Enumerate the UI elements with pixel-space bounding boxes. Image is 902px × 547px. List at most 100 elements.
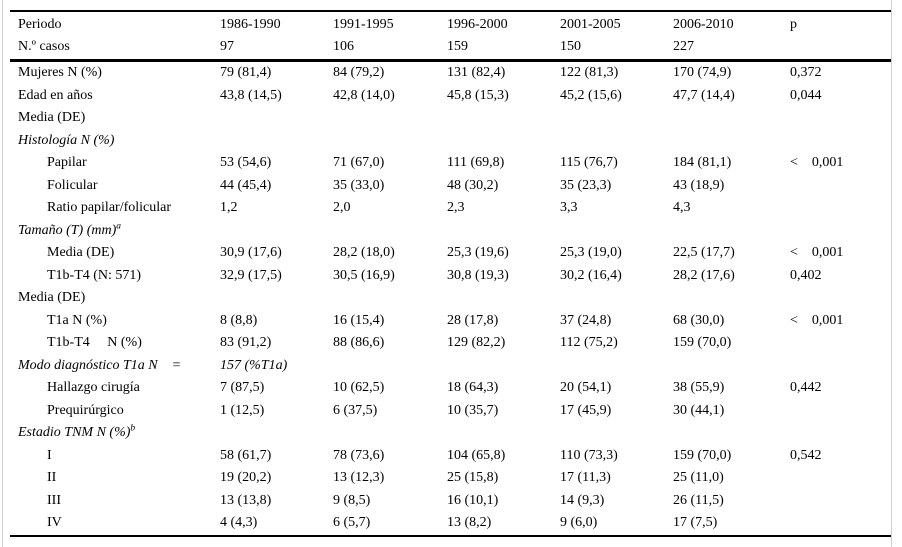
header-p-text: p — [790, 17, 797, 32]
row-value-1996-2000 — [447, 107, 560, 130]
row-label-text: Media (DE) — [18, 110, 86, 125]
row-value-2006-2010: 28,2 (17,6) — [673, 267, 735, 283]
row-value-2006-2010: 159 (70,0) — [673, 447, 732, 463]
table-row: Media (DE) — [10, 287, 891, 310]
row-label: Mujeres N (%) — [10, 62, 220, 85]
row-value-2006-2010: 25 (11,0) — [673, 470, 724, 485]
row-value-1991-1995 — [333, 422, 447, 445]
row-value-1991-1995: 9 (8,5) — [333, 492, 371, 508]
row-value-2001-2005: 37 (24,8) — [560, 312, 612, 328]
row-label-text: Mujeres N (%) — [18, 65, 102, 80]
header-period-value: 1986-1990 — [220, 17, 281, 32]
row-value-1991-1995: 10 (62,5) — [333, 380, 385, 395]
row-value-1991-1995: 84 (79,2) — [333, 65, 385, 80]
row-value-1986-1990: 53 (54,6) — [220, 155, 272, 170]
row-value-1991-1995: 88 (86,6) — [333, 335, 385, 350]
table-top-rule — [10, 10, 891, 12]
header-period-value: 2006-2010 — [673, 17, 734, 32]
row-label-superscript: b — [130, 423, 136, 434]
row-value-1991-1995 — [333, 130, 447, 153]
row-p-value: < 0,001 — [790, 245, 844, 260]
row-value-1986-1990: 32,9 (17,5) — [220, 267, 282, 283]
row-value-2006-2010: 159 (70,0) — [673, 335, 732, 350]
row-value-2006-2010: 43 (18,9) — [673, 177, 725, 193]
row-value-1991-1995: 42,8 (14,0) — [333, 87, 395, 103]
table-row: T1b-T4 (N: 571) 32,9 (17,5) 30,5 (16,9) … — [10, 265, 891, 288]
row-value-1991-1995: 16 (15,4) — [333, 312, 385, 328]
row-p-value: 0,542 — [790, 447, 822, 463]
header-period-cell: 1991-1995 106 — [333, 14, 447, 58]
row-label: II — [10, 467, 220, 490]
row-p-value — [790, 287, 891, 310]
table-row: Edad en años 43,8 (14,5) 42,8 (14,0) 45,… — [10, 85, 891, 108]
table-header-rule — [10, 59, 891, 62]
row-p-value — [790, 512, 891, 535]
table-row: III 13 (13,8) 9 (8,5) 16 (10,1) 14 (9,3)… — [10, 490, 891, 513]
row-value-2006-2010: 4,3 — [673, 200, 691, 215]
header-cases-value: 106 — [333, 39, 354, 54]
row-value-2001-2005: 9 (6,0) — [560, 515, 598, 530]
table-row: Hallazgo cirugía 7 (87,5) 10 (62,5) 18 (… — [10, 377, 891, 400]
table-row: Ratio papilar/folicular 1,2 2,0 2,3 3,3 … — [10, 197, 891, 220]
row-value-1996-2000: 30,8 (19,3) — [447, 267, 509, 283]
row-value-2001-2005: 110 (73,3) — [560, 447, 618, 463]
row-value-1986-1990 — [220, 130, 333, 153]
header-period-cell: 1996-2000 159 — [447, 14, 560, 58]
row-label: T1a N (%) — [10, 310, 220, 333]
table-body: Mujeres N (%) 79 (81,4) 84 (79,2) 131 (8… — [10, 62, 891, 535]
row-value-2006-2010: 30 (44,1) — [673, 402, 725, 418]
row-label: T1b-T4 N (%) — [10, 332, 220, 355]
row-value-1996-2000: 104 (65,8) — [447, 447, 506, 463]
table-row: II 19 (20,2) 13 (12,3) 25 (15,8) 17 (11,… — [10, 467, 891, 490]
row-label-text: III — [47, 492, 61, 508]
header-period-value: 1991-1995 — [333, 17, 394, 32]
row-value-1986-1990 — [220, 287, 333, 310]
row-p-value — [790, 400, 891, 423]
row-value-1986-1990 — [220, 107, 333, 130]
row-value-2001-2005: 112 (75,2) — [560, 335, 618, 350]
row-value-1986-1990 — [220, 422, 333, 445]
table-row: Prequirúrgico 1 (12,5) 6 (37,5) 10 (35,7… — [10, 400, 891, 423]
row-label: Modo diagnóstico T1a N = — [10, 355, 220, 378]
row-label-text: Media (DE) — [18, 290, 86, 305]
row-p-value — [790, 175, 891, 198]
header-period-cell: 1986-1990 97 — [220, 14, 333, 58]
row-p-value: 0,044 — [790, 87, 822, 103]
row-value-1996-2000: 111 (69,8) — [447, 155, 505, 170]
row-value-1996-2000 — [447, 130, 560, 153]
row-value-2001-2005 — [560, 287, 673, 310]
row-value-1986-1990: 19 (20,2) — [220, 470, 272, 485]
row-label: Media (DE) — [10, 242, 220, 265]
row-label-text: Prequirúrgico — [47, 402, 124, 418]
row-value-1986-1990: 157 (%T1a) — [220, 357, 288, 373]
row-value-2001-2005: 25,3 (19,0) — [560, 245, 622, 260]
row-value-1991-1995: 28,2 (18,0) — [333, 245, 395, 260]
row-label-text: Papilar — [47, 155, 87, 170]
page-left-edge-line — [2, 0, 3, 547]
row-label-text: T1a N (%) — [47, 312, 107, 328]
row-value-2001-2005: 3,3 — [560, 200, 578, 215]
row-label: Papilar — [10, 152, 220, 175]
table-row: Media (DE) — [10, 107, 891, 130]
row-label-text: Edad en años — [18, 87, 93, 103]
row-label-superscript: a — [116, 220, 122, 231]
row-value-2006-2010: 38 (55,9) — [673, 380, 725, 395]
row-value-1996-2000: 129 (82,2) — [447, 335, 506, 350]
row-value-1996-2000: 16 (10,1) — [447, 492, 499, 508]
row-value-2006-2010: 170 (74,9) — [673, 65, 732, 80]
row-p-value: 0,442 — [790, 380, 822, 395]
row-value-1991-1995: 71 (67,0) — [333, 155, 385, 170]
row-value-1996-2000: 10 (35,7) — [447, 402, 499, 418]
row-value-1986-1990: 7 (87,5) — [220, 380, 265, 395]
row-value-1996-2000 — [447, 355, 560, 378]
row-value-2001-2005 — [560, 422, 673, 445]
row-label-text: Ratio papilar/folicular — [47, 200, 172, 215]
row-value-1986-1990: 79 (81,4) — [220, 65, 272, 80]
row-value-1991-1995: 6 (37,5) — [333, 402, 378, 418]
row-label: Folicular — [10, 175, 220, 198]
row-value-1986-1990: 4 (4,3) — [220, 515, 258, 530]
row-label: Edad en años — [10, 85, 220, 108]
row-value-2001-2005: 17 (11,3) — [560, 470, 611, 485]
row-value-2006-2010: 184 (81,1) — [673, 155, 732, 170]
row-value-1986-1990: 58 (61,7) — [220, 447, 272, 463]
